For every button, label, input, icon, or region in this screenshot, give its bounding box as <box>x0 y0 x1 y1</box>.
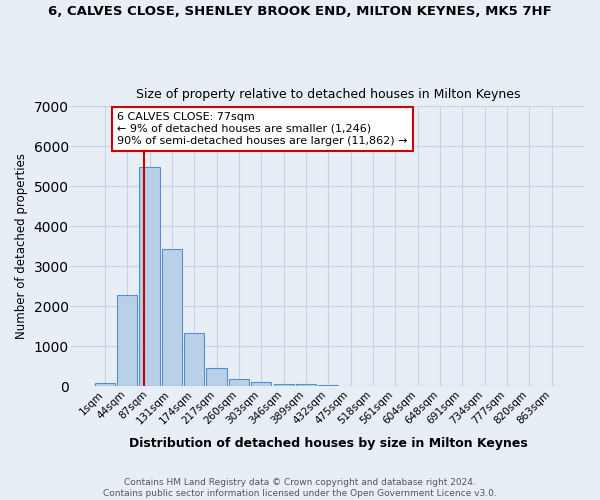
Bar <box>117 295 137 386</box>
Bar <box>206 368 227 386</box>
Bar <box>229 379 249 386</box>
X-axis label: Distribution of detached houses by size in Milton Keynes: Distribution of detached houses by size … <box>129 437 527 450</box>
Bar <box>251 382 271 386</box>
Bar <box>184 333 204 386</box>
Y-axis label: Number of detached properties: Number of detached properties <box>15 154 28 340</box>
Bar <box>139 167 160 386</box>
Text: 6 CALVES CLOSE: 77sqm
← 9% of detached houses are smaller (1,246)
90% of semi-de: 6 CALVES CLOSE: 77sqm ← 9% of detached h… <box>117 112 407 146</box>
Text: Contains HM Land Registry data © Crown copyright and database right 2024.
Contai: Contains HM Land Registry data © Crown c… <box>103 478 497 498</box>
Bar <box>95 384 115 386</box>
Bar <box>274 384 293 386</box>
Text: 6, CALVES CLOSE, SHENLEY BROOK END, MILTON KEYNES, MK5 7HF: 6, CALVES CLOSE, SHENLEY BROOK END, MILT… <box>48 5 552 18</box>
Title: Size of property relative to detached houses in Milton Keynes: Size of property relative to detached ho… <box>136 88 520 101</box>
Bar <box>162 248 182 386</box>
Bar <box>296 384 316 386</box>
Bar <box>318 385 338 386</box>
